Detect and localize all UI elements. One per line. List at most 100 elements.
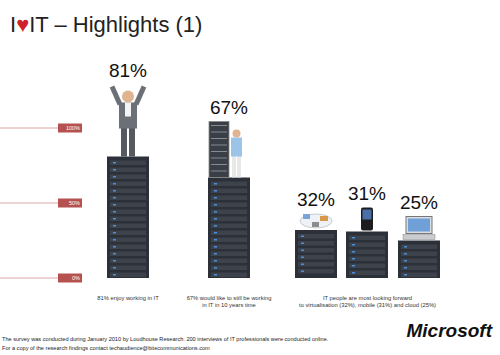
data-label: 67%	[210, 97, 248, 118]
server-slot	[211, 266, 247, 271]
server-slot	[110, 175, 146, 180]
bars	[107, 157, 440, 279]
server-light	[214, 253, 217, 255]
server-slot	[211, 273, 247, 278]
server-slot	[211, 231, 247, 236]
server-light	[113, 176, 116, 178]
title: I♥IT – Highlights (1)	[10, 12, 202, 37]
server-light	[113, 162, 116, 164]
server-slot	[349, 264, 385, 269]
torso	[231, 138, 242, 157]
server-light	[113, 169, 116, 171]
server-slot	[110, 203, 146, 208]
tick-label: 50%	[69, 200, 80, 206]
device	[312, 222, 319, 227]
arm	[136, 87, 144, 105]
server-slot	[211, 182, 247, 187]
device	[320, 216, 328, 221]
cloud-icon	[403, 217, 435, 240]
tick-line	[0, 278, 58, 279]
server-slot	[401, 259, 437, 264]
tick-tag	[58, 274, 82, 283]
server-slot	[110, 238, 146, 243]
data-label: 81%	[109, 60, 147, 81]
rack-slot	[211, 145, 227, 146]
server-slot	[110, 196, 146, 201]
tick-line	[0, 203, 58, 204]
server-slot	[349, 271, 385, 276]
logo: Microsoft	[407, 320, 493, 341]
server-light	[404, 274, 407, 276]
text-line: to virtualisation (32%), mobile (31%) an…	[299, 302, 436, 308]
rack-slot	[211, 125, 227, 126]
server-light	[404, 267, 407, 269]
virtualisation-icon	[300, 214, 332, 228]
server-light	[352, 237, 355, 239]
server-light	[113, 260, 116, 262]
server-light	[113, 190, 116, 192]
footnote: For a copy of the research findings cont…	[2, 345, 210, 351]
server-slot	[110, 231, 146, 236]
server-slot	[211, 210, 247, 215]
server-light	[352, 251, 355, 253]
device	[303, 214, 310, 219]
server-slot	[110, 252, 146, 257]
server-light	[113, 239, 116, 241]
server-slot	[298, 255, 334, 260]
head	[233, 130, 241, 138]
server-light	[404, 246, 407, 248]
rack-slot	[211, 151, 227, 152]
server-slot	[211, 245, 247, 250]
rack-slot	[211, 158, 227, 159]
server-slot	[211, 224, 247, 229]
category-label: 67% would like to still be workingin IT …	[187, 295, 272, 308]
server-slot	[110, 266, 146, 271]
bar	[107, 157, 149, 279]
server-light	[301, 250, 304, 252]
server-light	[113, 183, 116, 185]
server-light	[301, 271, 304, 273]
monitor	[406, 217, 432, 234]
server-slot	[110, 210, 146, 215]
server-light	[214, 246, 217, 248]
server-light	[214, 204, 217, 206]
data-label: 25%	[400, 192, 438, 213]
server-light	[214, 197, 217, 199]
footnote: The survey was conducted during January …	[2, 336, 329, 342]
server-light	[352, 244, 355, 246]
server-slot	[110, 259, 146, 264]
server-light	[301, 264, 304, 266]
head	[122, 91, 134, 103]
server-slot	[298, 234, 334, 239]
server-slot	[110, 224, 146, 229]
server-light	[113, 211, 116, 213]
category-label: 81% enjoy working in IT	[97, 295, 159, 301]
server-slot	[349, 243, 385, 248]
leg	[121, 127, 127, 157]
tick-line	[0, 128, 58, 129]
data-label: 31%	[348, 183, 386, 204]
server-light	[214, 232, 217, 234]
tick-tag	[58, 199, 82, 208]
bar	[208, 178, 250, 279]
screen	[408, 219, 430, 232]
title-part: ♥	[16, 12, 29, 37]
server-light	[113, 253, 116, 255]
data-label: 32%	[297, 189, 335, 210]
rack-slot	[211, 132, 227, 133]
leg	[129, 127, 135, 157]
server-light	[113, 267, 116, 269]
server-light	[352, 258, 355, 260]
rack-slot	[211, 164, 227, 165]
server-slot	[401, 266, 437, 271]
server-light	[352, 272, 355, 274]
phone	[361, 208, 373, 231]
server-light	[113, 232, 116, 234]
server-light	[113, 204, 116, 206]
chart: I♥IT – Highlights (1)0%50%100%81%81% enj…	[0, 0, 500, 355]
server-light	[214, 218, 217, 220]
title-part: IT – Highlights (1)	[29, 12, 202, 37]
server-slot	[211, 259, 247, 264]
rack-icon	[209, 122, 242, 178]
server-light	[214, 225, 217, 227]
